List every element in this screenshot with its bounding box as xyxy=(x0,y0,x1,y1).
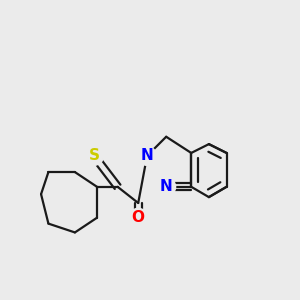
Circle shape xyxy=(129,208,148,227)
Text: O: O xyxy=(132,210,145,225)
Circle shape xyxy=(157,177,176,196)
Text: N: N xyxy=(141,148,153,164)
Text: N: N xyxy=(160,179,172,194)
Circle shape xyxy=(138,146,157,165)
Text: S: S xyxy=(88,148,100,164)
Circle shape xyxy=(85,146,104,165)
